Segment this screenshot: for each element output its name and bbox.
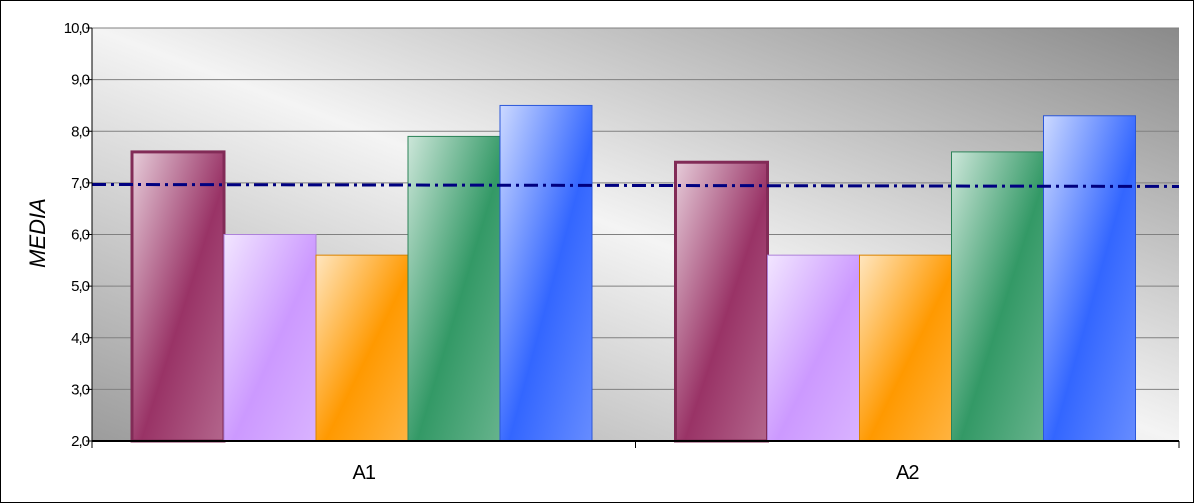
y-tick-label: 7,0 [71, 175, 90, 192]
axes [86, 27, 1180, 448]
bar-a1-series-3 [315, 254, 409, 442]
bar-a2-series-1 [674, 160, 769, 443]
x-tick-label-a2: A2 [896, 462, 919, 484]
bar-a2-series-4 [951, 151, 1044, 442]
y-tick-label: 10,0 [64, 20, 90, 37]
y-axis-title: MEDIA [25, 198, 50, 268]
labels: 2,0 3,0 4,0 5,0 6,0 7,0 8,0 9,0 10,0 A1 A2 [64, 20, 921, 484]
y-tick-label: 8,0 [71, 123, 90, 140]
x-tick-label-a1: A1 [353, 462, 376, 484]
bar-a1-series-2 [223, 234, 317, 442]
y-tick-label: 4,0 [71, 330, 90, 347]
bar-a2-series-5 [1043, 115, 1136, 442]
reference-line-group [91, 182, 1180, 188]
reference-line [91, 182, 1180, 188]
y-tick-label: 3,0 [71, 381, 90, 398]
bar-a2-series-2 [767, 254, 860, 442]
bars [130, 104, 1136, 443]
bar-a1-series-1 [130, 150, 226, 443]
bar-a1-series-5 [499, 104, 593, 442]
y-tick-label: 9,0 [71, 72, 90, 89]
y-tick-label: 5,0 [71, 278, 90, 295]
y-tick-label: 6,0 [71, 227, 90, 244]
bar-a1-series-4 [407, 135, 501, 442]
y-tick-label: 2,0 [71, 433, 90, 450]
bar-a2-series-3 [859, 254, 952, 442]
